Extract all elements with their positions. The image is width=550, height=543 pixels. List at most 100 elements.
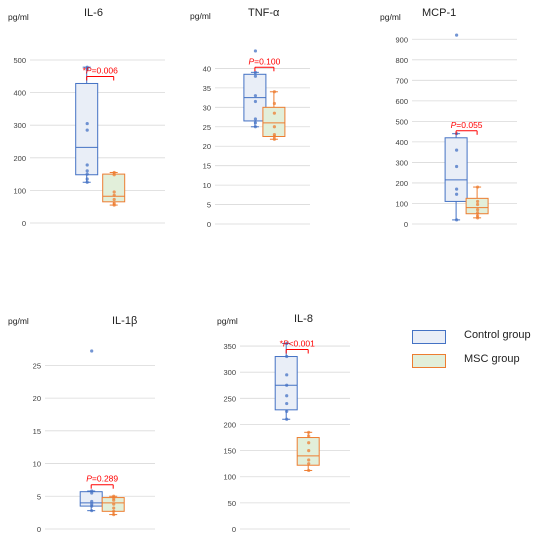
data-point — [253, 117, 257, 121]
y-axis-label: pg/ml — [8, 316, 29, 326]
y-tick-label: 100 — [13, 186, 26, 195]
data-point — [85, 177, 89, 181]
y-tick-label: 350 — [223, 342, 236, 351]
y-tick-label: 100 — [395, 199, 408, 208]
y-axis-label: pg/ml — [380, 12, 401, 22]
data-point — [253, 99, 257, 104]
data-point — [285, 401, 289, 406]
data-point — [455, 148, 459, 152]
panel-0: 0 100 200 300 400 500 pg/ml IL-6 *P=0.006 — [8, 7, 165, 228]
data-point — [455, 164, 459, 169]
y-axis-label: pg/ml — [8, 12, 29, 22]
y-tick-label: 15 — [33, 427, 41, 436]
p-value-label: P=0.055 — [451, 120, 483, 130]
y-tick-label: 25 — [203, 123, 211, 132]
data-point — [90, 509, 94, 513]
data-point — [285, 373, 289, 377]
p-value-label: *P=0.006 — [83, 65, 118, 75]
box-control — [274, 356, 298, 411]
data-point — [112, 190, 116, 194]
data-point — [90, 491, 94, 495]
y-tick-label: 700 — [395, 76, 408, 85]
y-tick-label: 20 — [33, 394, 41, 403]
data-point — [285, 394, 289, 398]
y-tick-label: 500 — [13, 56, 26, 65]
y-tick-label: 0 — [37, 525, 41, 534]
y-tick-label: 200 — [395, 179, 408, 188]
p-value-text: P — [248, 56, 254, 66]
y-tick-label: 300 — [13, 121, 26, 130]
y-tick-label: 800 — [395, 56, 408, 65]
data-point — [272, 134, 276, 139]
y-tick-label: 500 — [395, 117, 408, 126]
legend-item-control: Control group — [412, 328, 542, 350]
p-value-number: =0.006 — [92, 65, 119, 75]
data-point — [307, 468, 311, 473]
y-tick-label: 5 — [207, 201, 211, 210]
p-value-text: P — [86, 65, 92, 75]
y-tick-label: 250 — [223, 394, 236, 403]
data-point — [253, 49, 257, 53]
y-tick-label: 300 — [223, 368, 236, 377]
y-tick-label: 400 — [13, 89, 26, 98]
data-point — [90, 504, 94, 508]
data-point — [85, 169, 89, 173]
box-msc — [102, 173, 126, 203]
y-tick-label: 20 — [203, 142, 211, 151]
p-value-label: P=0.100 — [248, 56, 280, 66]
data-point — [307, 434, 311, 438]
data-point — [307, 462, 311, 466]
data-point — [476, 216, 480, 220]
p-value-number: =0.055 — [456, 120, 483, 130]
y-tick-label: 0 — [232, 525, 236, 534]
y-tick-label: 300 — [395, 158, 408, 167]
data-point — [307, 449, 311, 453]
y-tick-label: 0 — [207, 220, 211, 229]
data-point — [476, 199, 480, 204]
data-point — [253, 121, 257, 125]
p-value-label: *P<0.001 — [280, 339, 315, 349]
data-point — [272, 137, 276, 141]
data-point — [112, 197, 116, 202]
data-point — [455, 33, 459, 37]
data-point — [85, 128, 89, 132]
data-point — [455, 187, 459, 191]
data-point — [90, 349, 94, 353]
data-point — [253, 94, 257, 98]
p-value-text: P — [451, 120, 457, 130]
p-value-text: P — [86, 474, 92, 484]
y-tick-label: 50 — [228, 499, 236, 508]
data-point — [112, 170, 116, 175]
y-tick-label: 25 — [33, 361, 41, 370]
data-point — [455, 218, 459, 222]
data-point — [476, 185, 480, 189]
y-tick-label: 30 — [203, 103, 211, 112]
y-axis-label: pg/ml — [217, 316, 238, 326]
y-tick-label: 0 — [404, 220, 408, 229]
legend-swatch-control — [412, 330, 446, 344]
data-point — [285, 409, 289, 413]
significance-star: * — [83, 65, 87, 75]
data-point — [307, 441, 311, 445]
p-value-number: =0.100 — [254, 56, 281, 66]
y-tick-label: 0 — [22, 219, 26, 228]
data-point — [112, 498, 116, 502]
y-tick-label: 15 — [203, 162, 211, 171]
data-point — [285, 417, 289, 421]
data-point — [112, 203, 116, 207]
data-point — [253, 125, 257, 129]
data-point — [85, 121, 89, 126]
data-point — [272, 90, 276, 94]
p-value-label: P=0.289 — [86, 474, 118, 484]
p-value-number: =0.289 — [92, 474, 119, 484]
y-tick-label: 200 — [13, 154, 26, 163]
y-tick-label: 5 — [37, 492, 41, 501]
chart-title: IL-6 — [84, 7, 103, 19]
y-tick-label: 40 — [203, 64, 211, 73]
data-point — [112, 509, 116, 513]
data-point — [253, 74, 257, 78]
data-point — [285, 354, 289, 359]
data-point — [112, 193, 116, 197]
y-tick-label: 35 — [203, 84, 211, 93]
chart-title: IL-8 — [294, 313, 313, 325]
